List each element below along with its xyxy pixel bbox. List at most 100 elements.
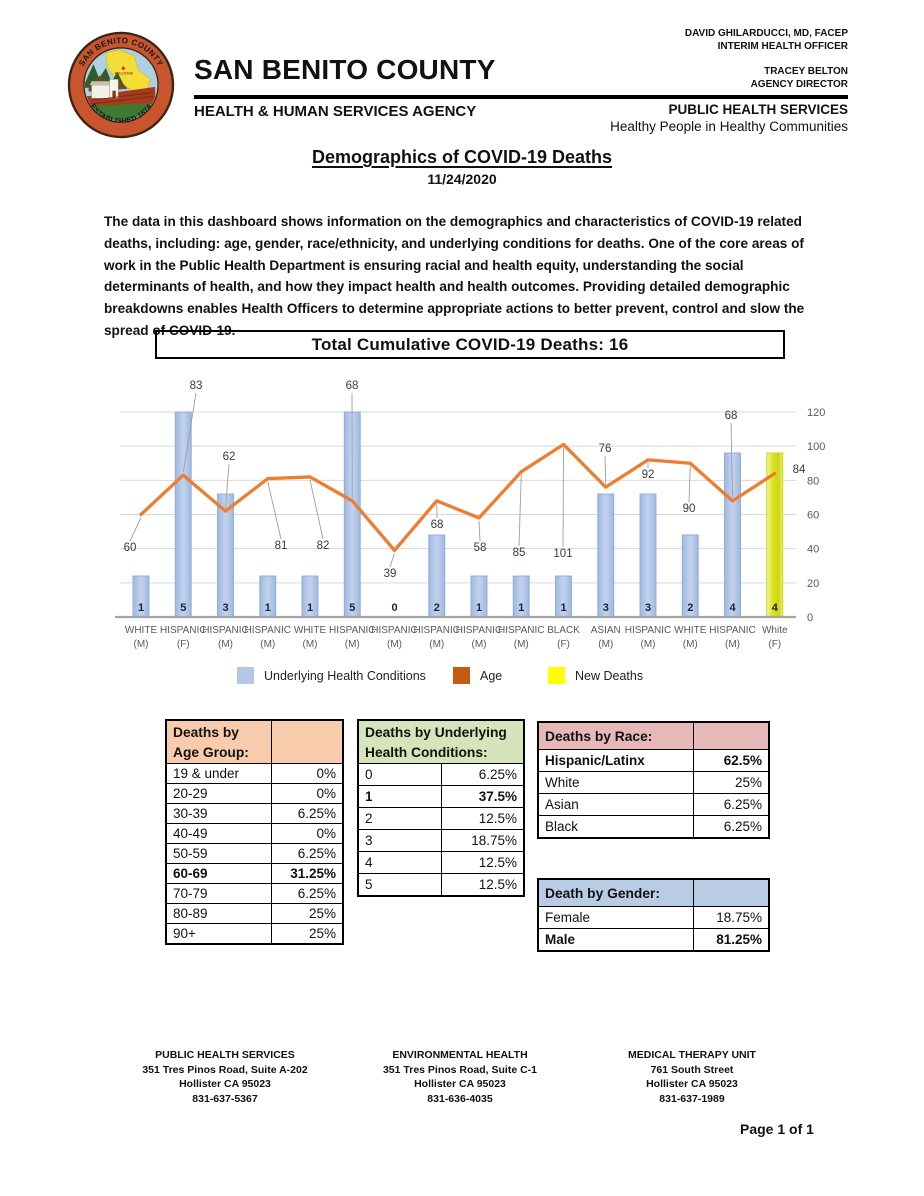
agency-name: HEALTH & HUMAN SERVICES AGENCY — [194, 103, 477, 120]
table-row: 19 & under 0% — [165, 763, 344, 784]
table-row: 60-69 31.25% — [165, 863, 344, 884]
category-sex-label: (M) — [725, 639, 740, 650]
category-sex-label: (F) — [177, 639, 190, 650]
category-sex-label: (M) — [303, 639, 318, 650]
category-race-label: HISPANIC — [329, 625, 376, 636]
table-value-cell: 0% — [271, 763, 344, 784]
table-label-cell: 60-69 — [165, 863, 272, 884]
category-sex-label: (M) — [134, 639, 149, 650]
category-sex-label: (M) — [641, 639, 656, 650]
footer-location-name: ENVIRONMENTAL HEALTH — [392, 1049, 528, 1061]
seal-scene: HOLLISTER — [84, 49, 158, 122]
table-row: 4 12.5% — [357, 851, 525, 874]
table-row: Male 81.25% — [537, 928, 770, 952]
table-value-cell: 18.75% — [693, 906, 770, 929]
bar-value-label: 1 — [476, 602, 482, 614]
y-axis-tick-label: 20 — [807, 578, 819, 590]
bar-value-label: 3 — [222, 602, 228, 614]
age-data-label: 58 — [474, 542, 487, 554]
bar-value-label: 4 — [772, 602, 779, 614]
table-label-cell: 3 — [357, 829, 442, 852]
age-data-label: 62 — [223, 451, 236, 463]
table-value-cell: 6.25% — [440, 763, 525, 786]
table-row: 40-49 0% — [165, 823, 344, 844]
table-value-cell: 31.25% — [271, 863, 344, 884]
table-value-cell: 25% — [693, 771, 770, 794]
table-header-cell: Deaths by Age Group: — [165, 719, 272, 764]
data-table: Deaths by Underlying Health Conditions: 0 6… — [357, 719, 525, 897]
y-axis-tick-label: 80 — [807, 475, 819, 487]
label-leader-lines — [129, 392, 733, 568]
bar-value-label: 3 — [603, 602, 609, 614]
table-value-cell: 18.75% — [440, 829, 525, 852]
table-value-cell: 6.25% — [271, 883, 344, 904]
page-number: Page 1 of 1 — [740, 1121, 814, 1137]
bar-value-label: 1 — [307, 602, 313, 614]
category-race-label: HISPANIC — [709, 625, 756, 636]
table-value-cell: 6.25% — [271, 803, 344, 824]
table-row: Asian 6.25% — [537, 793, 770, 816]
age-data-label: 81 — [275, 540, 288, 552]
deaths-by-conditions-table: Deaths by Underlying Health Conditions: 0 6… — [357, 719, 525, 897]
age-line — [139, 442, 777, 553]
category-race-label: HISPANIC — [456, 625, 503, 636]
table-row: 30-39 6.25% — [165, 803, 344, 824]
department-tagline: Healthy People in Healthy Communities — [610, 119, 848, 134]
data-table: Deaths by Race: Hispanic/Latinx 62.5% White… — [537, 721, 770, 839]
total-deaths-banner: Total Cumulative COVID-19 Deaths: 16 — [155, 330, 785, 359]
footer-location-line: Hollister CA 95023 — [646, 1078, 738, 1090]
table-value-cell: 81.25% — [693, 928, 770, 952]
table-row: 3 18.75% — [357, 829, 525, 852]
y-axis-tick-label: 100 — [807, 441, 825, 453]
legend-swatch — [453, 667, 470, 684]
legend-item: Underlying Health Conditions — [237, 667, 426, 684]
table-header-cell: Deaths by Underlying Health Conditions: — [357, 719, 525, 764]
table-label-cell: 20-29 — [165, 783, 272, 804]
table-label-cell: Black — [537, 815, 694, 839]
age-data-label: 60 — [124, 542, 137, 554]
table-value-cell: 6.25% — [693, 793, 770, 816]
table-row: 70-79 6.25% — [165, 883, 344, 904]
table-header-cell: Deaths by Race: — [537, 721, 694, 750]
bar-value-label: 2 — [434, 602, 440, 614]
bar-value-label: 0 — [391, 602, 397, 614]
category-sex-label: (F) — [557, 639, 570, 650]
y-axis-tick-label: 0 — [807, 612, 813, 624]
table-header-spacer — [693, 878, 770, 907]
table-row: Black 6.25% — [537, 815, 770, 839]
age-data-label: 68 — [725, 410, 738, 422]
age-data-label: 76 — [599, 443, 612, 455]
county-seal: HOLLISTER SAN BENITO COUNTY ESTABLISHED … — [67, 31, 175, 139]
bar-series — [132, 411, 784, 618]
footer-location-line: 831-637-1989 — [659, 1092, 725, 1105]
footer-location-block: ENVIRONMENTAL HEALTH 351 Tres Pinos Road,… — [350, 1048, 570, 1106]
table-value-cell: 6.25% — [693, 815, 770, 839]
table-row: 0 6.25% — [357, 763, 525, 786]
condition-bar — [174, 411, 192, 618]
deaths-chart: 1 5 3 1 1 5 0 2 1 1 1 3 3 2 4 4 60 83 62 81 82 68 39 68 58 85 101 7… — [95, 372, 875, 672]
category-race-label: White — [762, 625, 788, 636]
age-data-label: 101 — [553, 548, 572, 560]
category-race-label: WHITE — [294, 625, 327, 636]
category-sex-label: (F) — [768, 639, 781, 650]
table-value-cell: 0% — [271, 823, 344, 844]
data-table: Deaths by Age Group: 19 & under 0% 20-29 0% 30… — [165, 719, 344, 945]
table-row: Female 18.75% — [537, 906, 770, 929]
table-row: 50-59 6.25% — [165, 843, 344, 864]
table-value-cell: 12.5% — [440, 851, 525, 874]
officer-name: DAVID GHILARDUCCI, MD, FACEP — [684, 28, 848, 39]
table-label-cell: 50-59 — [165, 843, 272, 864]
table-row: 2 12.5% — [357, 807, 525, 830]
footer-location-line: 761 South Street — [650, 1063, 734, 1076]
seal-city-label: HOLLISTER — [115, 72, 134, 76]
table-row: 20-29 0% — [165, 783, 344, 804]
bar-value-label: 1 — [265, 602, 271, 614]
footer-location-line: 831-636-4035 — [427, 1092, 493, 1105]
deaths-by-age-table: Deaths by Age Group: 19 & under 0% 20-29 0% 30… — [165, 719, 344, 945]
category-sex-label: (M) — [683, 639, 698, 650]
table-label-cell: White — [537, 771, 694, 794]
table-label-cell: 90+ — [165, 923, 272, 945]
table-label-cell: 4 — [357, 851, 442, 874]
age-data-label: 68 — [431, 519, 444, 531]
category-race-label: HISPANIC — [245, 625, 292, 636]
